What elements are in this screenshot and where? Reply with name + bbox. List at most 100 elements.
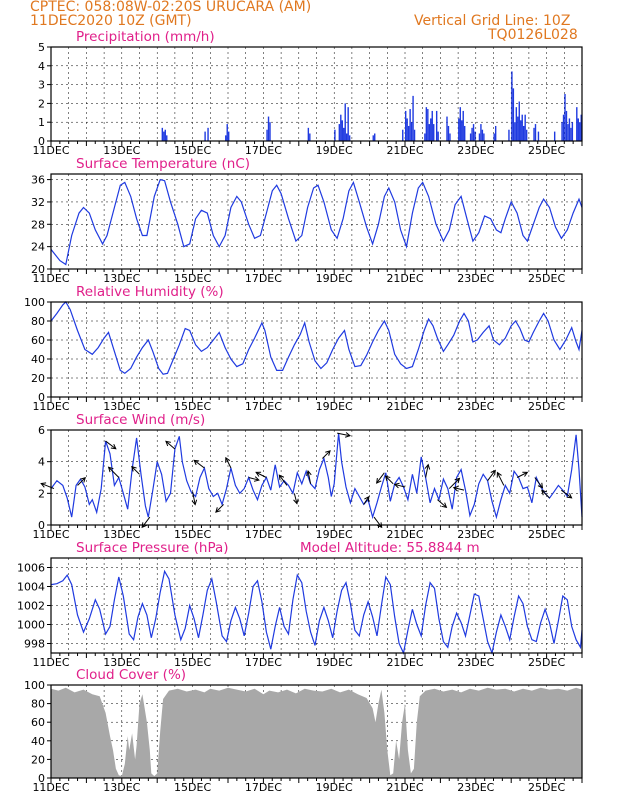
wind-arrow-shaft <box>193 459 205 469</box>
wind-arrow-head <box>541 489 547 496</box>
wind-arrow-shaft <box>425 464 429 478</box>
y-tick-label: 60 <box>31 716 45 729</box>
x-tick-label: 25DEC <box>528 400 565 413</box>
wind-arrow-head <box>253 476 260 482</box>
precip-bar <box>428 124 430 141</box>
wind-arrow-head <box>424 463 431 470</box>
precip-bar <box>494 125 497 141</box>
wind-arrow-head <box>40 482 47 488</box>
wind-arrow-head <box>110 444 117 450</box>
precip-bar <box>461 120 463 141</box>
wind-arrow-head <box>255 471 262 477</box>
wind-title: Surface Wind (m/s) <box>76 412 205 428</box>
station-header: CPTEC: 058:08W-02:20S URUCARA (AM) <box>30 0 312 15</box>
precip-bar <box>511 71 513 141</box>
wind-arrow-head <box>537 482 544 489</box>
precip-bar <box>269 122 271 141</box>
cloud-cover-area <box>51 687 582 778</box>
panel-cloud: 0 20 40 60 80 100 11DEC 13DEC 15DEC 17DEC 19DEC 21D… <box>24 667 583 794</box>
wind-arrow-head <box>452 485 459 492</box>
precip-bar <box>459 107 461 141</box>
precip-bar <box>425 107 428 141</box>
y-tick-label: 24 <box>31 241 45 254</box>
precip-bar <box>561 122 563 141</box>
wind-arrow-shaft <box>225 457 232 469</box>
y-tick-label: 4 <box>38 60 45 73</box>
x-tick-label: 23DEC <box>457 144 494 157</box>
precip-bar <box>334 129 336 141</box>
precip-bar <box>515 107 518 141</box>
y-tick-label: 36 <box>31 174 45 187</box>
y-tick-label: 6 <box>38 424 45 437</box>
x-tick-label: 23DEC <box>457 272 494 285</box>
model-header: TQ0126L028 <box>488 27 578 43</box>
y-tick-label: 0 <box>38 391 45 404</box>
wind-arrow-head <box>131 465 137 472</box>
panel-precip: 0 1 2 3 4 5 11DEC 13DEC 15DEC 17DEC 19DEC 21DEC 23DE… <box>32 29 583 157</box>
wind-arrow-head <box>278 474 285 481</box>
x-tick-label: 13DEC <box>103 144 140 157</box>
wind-arrow-shaft <box>131 466 140 475</box>
y-tick-label: 0 <box>38 519 45 532</box>
precip-bar <box>341 120 343 141</box>
wind-arrow-head <box>384 475 391 482</box>
wind-arrow-head <box>80 476 86 483</box>
x-tick-label: 21DEC <box>386 656 423 669</box>
grid-note-header: Vertical Grid Line: 10Z <box>414 13 571 29</box>
wind-arrow-head <box>215 507 221 513</box>
x-tick-label: 21DEC <box>386 144 423 157</box>
y-tick-label: 28 <box>31 218 45 231</box>
y-tick-label: 80 <box>31 315 45 328</box>
x-tick-label: 13DEC <box>103 272 140 285</box>
precip-bar <box>340 114 342 141</box>
wind-arrow-head <box>496 471 502 478</box>
wind-arrow-shaft <box>516 471 528 478</box>
precip-bar <box>564 94 566 141</box>
precip-bar <box>431 110 433 141</box>
wind-arrow <box>293 493 299 505</box>
y-tick-label: 2 <box>38 487 45 500</box>
x-tick-label: 13DEC <box>103 528 140 541</box>
precip-bar <box>462 110 464 141</box>
precip-bar <box>571 122 574 141</box>
x-tick-label: 13DEC <box>103 400 140 413</box>
x-tick-label: 17DEC <box>245 528 282 541</box>
wind-arrow <box>191 491 198 506</box>
precip-bar <box>521 114 523 141</box>
precip-bar <box>553 131 556 141</box>
precip-bar <box>518 101 520 141</box>
precip-bar <box>471 127 473 141</box>
precip-bar <box>430 118 432 141</box>
wind-arrow-shaft <box>385 475 394 485</box>
x-tick-label: 19DEC <box>316 656 353 669</box>
x-tick-label: 11DEC <box>32 400 69 413</box>
wind-arrow-shaft <box>534 477 543 489</box>
precip-bar <box>520 120 522 141</box>
wind-arrow-shaft <box>541 490 550 499</box>
precip-bar <box>474 131 476 141</box>
x-tick-label: 11DEC <box>32 528 69 541</box>
precip-bar <box>267 116 270 141</box>
precip-bar <box>565 110 568 141</box>
wind-arrow-head <box>193 459 200 466</box>
precip-bar <box>412 95 414 141</box>
y-tick-label: 60 <box>31 334 45 347</box>
wind-arrow <box>487 469 496 481</box>
wind-arrow <box>248 476 260 482</box>
precip-bar <box>409 109 411 141</box>
precip-bar <box>166 135 168 141</box>
x-tick-label: 11DEC <box>32 272 69 285</box>
y-tick-label: 32 <box>31 196 45 209</box>
precip-bar <box>374 133 376 141</box>
y-tick-label: 0 <box>38 772 45 785</box>
wind-arrow-head <box>441 502 448 509</box>
y-tick-label: 1000 <box>17 619 45 632</box>
wind-arrow-head <box>522 471 529 477</box>
precip-bar <box>266 129 268 141</box>
wind-arrow <box>452 485 465 492</box>
precip-bar <box>517 116 519 141</box>
x-tick-label: 21DEC <box>386 400 423 413</box>
precip-bar <box>567 124 569 141</box>
precip-bar <box>226 124 228 141</box>
